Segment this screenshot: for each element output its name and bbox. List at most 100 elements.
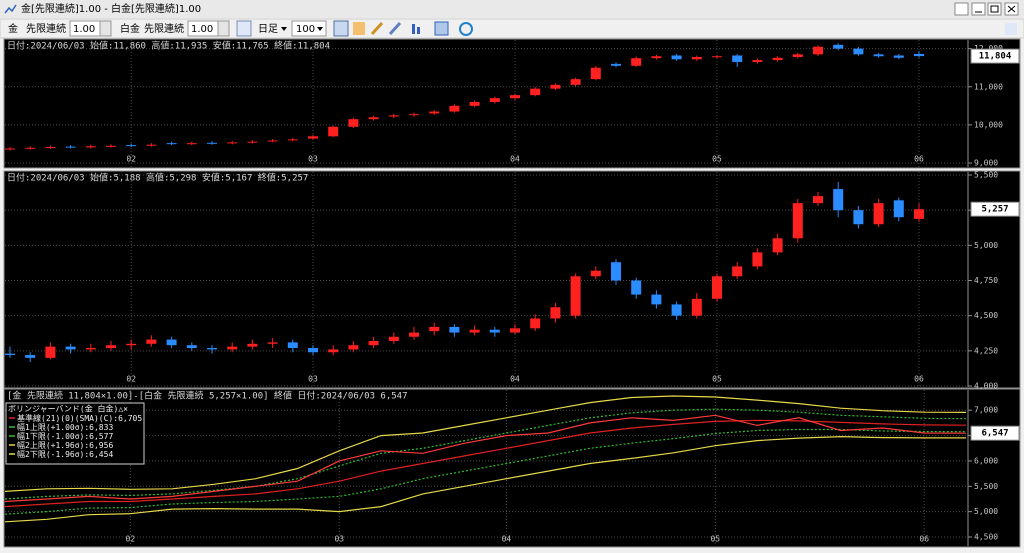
refresh-tool[interactable]: [459, 22, 473, 36]
candle-body: [510, 95, 520, 99]
hand-tool[interactable]: [353, 22, 365, 35]
panel-header: 日付:2024/06/03 始値:5,188 高値:5,298 安値:5,167…: [7, 172, 308, 184]
candle-body: [166, 143, 177, 145]
y-tick-label: 11,000: [974, 82, 1003, 91]
legend-box: [5, 402, 145, 465]
candle-body: [530, 318, 541, 329]
title-bar: [0, 0, 1024, 18]
series-line: [5, 428, 967, 515]
panel-1: 4,0004,2504,5004,7505,0005,2505,50002030…: [5, 171, 1020, 391]
panel-platinum: [3, 170, 1021, 389]
candle-body: [530, 88, 541, 96]
contract-1[interactable]: 先限連続: [26, 22, 66, 35]
candle-body: [772, 238, 783, 253]
symbol-1: 金: [8, 22, 18, 35]
candle-body: [550, 307, 561, 319]
legend-value: 6,705: [118, 414, 142, 423]
candle-body: [590, 270, 601, 277]
count-arrow[interactable]: [317, 27, 323, 31]
candle-body: [550, 84, 561, 89]
candle-body: [429, 111, 440, 114]
settings-tool[interactable]: [1005, 23, 1017, 35]
candle-body: [792, 203, 803, 239]
spinner-2[interactable]: [217, 20, 230, 37]
maximize-button[interactable]: [987, 2, 1002, 16]
count-input[interactable]: [291, 20, 327, 37]
y-tick-label: 7,000: [974, 406, 998, 415]
indicator-tool[interactable]: [412, 24, 415, 34]
panel-header: [金 先限連続 11,804×1.00]-[白金 先限連続 5,257×1.00…: [7, 390, 408, 402]
candle-body: [671, 304, 682, 316]
tool-button[interactable]: [236, 20, 252, 37]
panel-gold: [3, 38, 1021, 169]
last-price-label: 6,547: [981, 429, 1008, 439]
series-line: [5, 419, 967, 508]
x-tick-label: 03: [308, 155, 318, 164]
candle-body: [25, 147, 36, 149]
chart-tool[interactable]: [434, 21, 449, 36]
candle-body: [247, 141, 258, 143]
candle-body: [25, 355, 36, 358]
candle-body: [328, 349, 339, 353]
y-tick-label: 4,500: [974, 311, 998, 320]
series-line: [5, 408, 967, 500]
spinner-1[interactable]: [99, 20, 112, 37]
y-tick-label: 4,000: [974, 382, 998, 391]
period-arrow[interactable]: [281, 27, 287, 31]
x-tick-label: 04: [510, 375, 520, 384]
candle-body: [853, 210, 864, 225]
x-tick-label: 05: [712, 375, 722, 384]
candle-body: [65, 346, 76, 350]
y-tick-label: 10,000: [974, 120, 1003, 129]
maximize-glyph: [990, 5, 999, 13]
candle-body: [611, 63, 621, 66]
candle-body: [409, 332, 419, 337]
symbol-2: 白金: [120, 22, 140, 35]
minimize-button[interactable]: [971, 2, 986, 16]
candle-body: [247, 343, 258, 347]
candle-body: [651, 56, 662, 59]
candle-body: [712, 276, 722, 299]
candle-body: [873, 203, 884, 225]
candle-body: [348, 119, 359, 127]
plot-area: [5, 40, 968, 167]
candle-body: [752, 60, 763, 62]
restore-button[interactable]: [954, 2, 969, 16]
candle-body: [914, 209, 924, 219]
candle-body: [813, 46, 823, 55]
x-tick-label: 06: [914, 155, 924, 164]
panel-2: 4,5005,0005,5006,0006,5007,0000203040506…: [5, 390, 1020, 546]
candle-body: [348, 345, 359, 350]
contract-2[interactable]: 先限連続: [144, 22, 184, 35]
candle-body: [489, 98, 500, 102]
candle-body: [186, 143, 197, 145]
y-tick-label: 6,000: [974, 456, 998, 465]
candle-body: [5, 148, 15, 150]
count: 100: [296, 24, 315, 35]
candle-body: [570, 276, 581, 316]
legend-entry: 幅1上限(+1.00σ):6,833: [17, 422, 113, 432]
pen-tool[interactable]: [370, 21, 384, 36]
y-tick-label: 4,750: [974, 276, 998, 285]
candle-body: [166, 339, 177, 346]
app-icon: [4, 4, 17, 14]
legend-name: 幅2下限(-1.96σ):: [17, 449, 89, 459]
plot-area: [5, 390, 968, 546]
candle-body: [893, 200, 904, 218]
candle-body: [328, 126, 339, 137]
legend-value: 6,833: [89, 423, 113, 432]
y-tick-label: 5,000: [974, 241, 998, 250]
multiplier-2: 1.00: [191, 24, 213, 35]
candle-body: [671, 55, 682, 60]
line-tool[interactable]: [388, 21, 402, 36]
cursor-tool[interactable]: [333, 20, 349, 37]
period[interactable]: 日足: [258, 23, 278, 35]
x-tick-label: 02: [126, 535, 136, 544]
window-buttons[interactable]: [954, 2, 1019, 16]
candle-body: [873, 54, 884, 57]
legend-value: 6,454: [89, 450, 113, 459]
close-glyph: [1007, 5, 1016, 13]
candle-body: [409, 114, 419, 116]
candle-body: [772, 57, 783, 61]
